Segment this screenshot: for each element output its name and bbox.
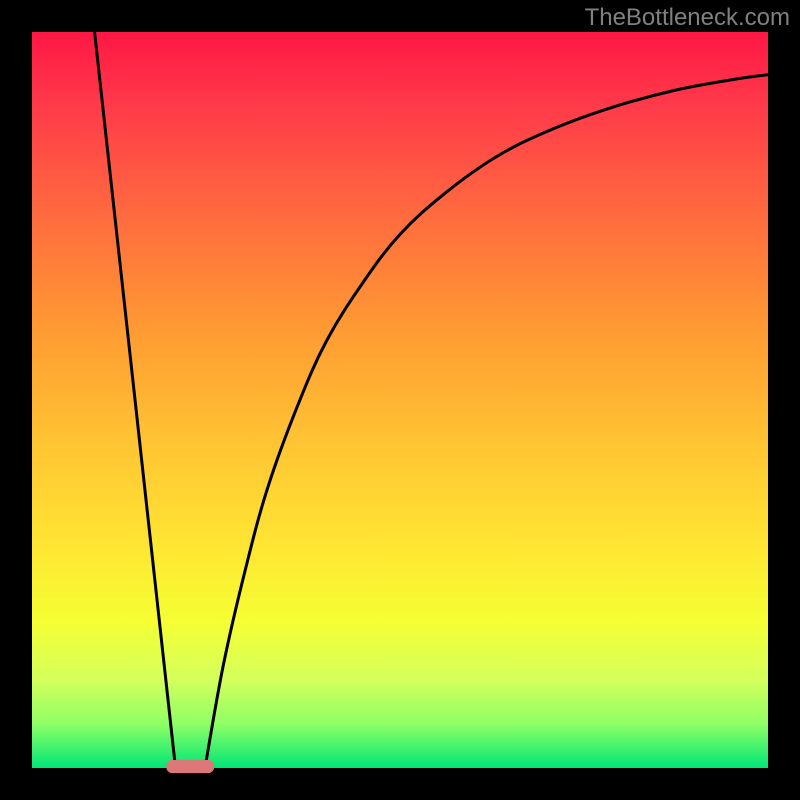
watermark-text: TheBottleneck.com: [585, 4, 790, 32]
chart-svg: [0, 0, 800, 800]
bottleneck-chart: TheBottleneck.com: [0, 0, 800, 800]
